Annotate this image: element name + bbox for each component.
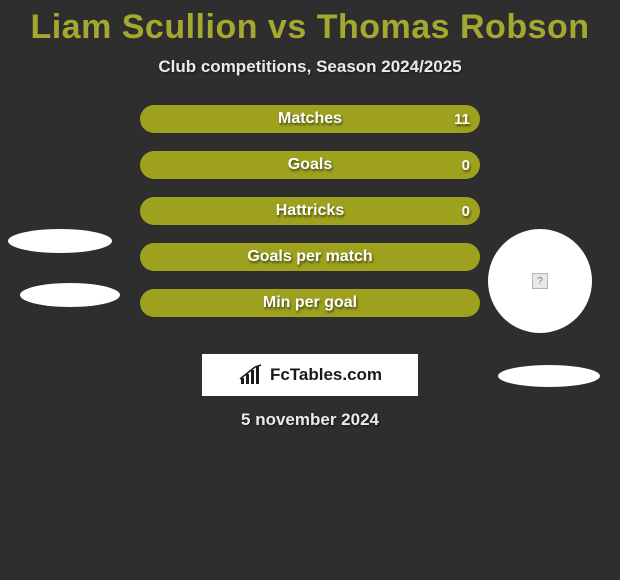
main-title: Liam Scullion vs Thomas Robson: [0, 0, 620, 47]
stat-value-right: 0: [462, 151, 470, 179]
stat-row: Matches11: [140, 105, 480, 133]
stat-label: Min per goal: [140, 289, 480, 317]
watermark-text: FcTables.com: [270, 365, 382, 385]
comparison-bars: Matches11Goals0Hattricks0Goals per match…: [140, 105, 480, 335]
right-ellipse: [498, 365, 600, 387]
stat-row: Hattricks0: [140, 197, 480, 225]
stat-label: Hattricks: [140, 197, 480, 225]
comparison-infographic: Liam Scullion vs Thomas Robson Club comp…: [0, 0, 620, 580]
left-ellipse-2: [20, 283, 120, 307]
stat-label: Goals: [140, 151, 480, 179]
watermark: FcTables.com: [202, 354, 418, 396]
stat-label: Goals per match: [140, 243, 480, 271]
date-text: 5 november 2024: [0, 410, 620, 430]
stat-row: Min per goal: [140, 289, 480, 317]
watermark-chart-icon: [238, 364, 264, 386]
stat-value-right: 0: [462, 197, 470, 225]
stat-label: Matches: [140, 105, 480, 133]
content-area: ? Matches11Goals0Hattricks0Goals per mat…: [0, 105, 620, 365]
subtitle: Club competitions, Season 2024/2025: [0, 57, 620, 77]
stat-row: Goals per match: [140, 243, 480, 271]
stat-row: Goals0: [140, 151, 480, 179]
placeholder-image-icon: ?: [532, 273, 548, 289]
stat-value-right: 11: [454, 105, 470, 133]
left-ellipse-1: [8, 229, 112, 253]
